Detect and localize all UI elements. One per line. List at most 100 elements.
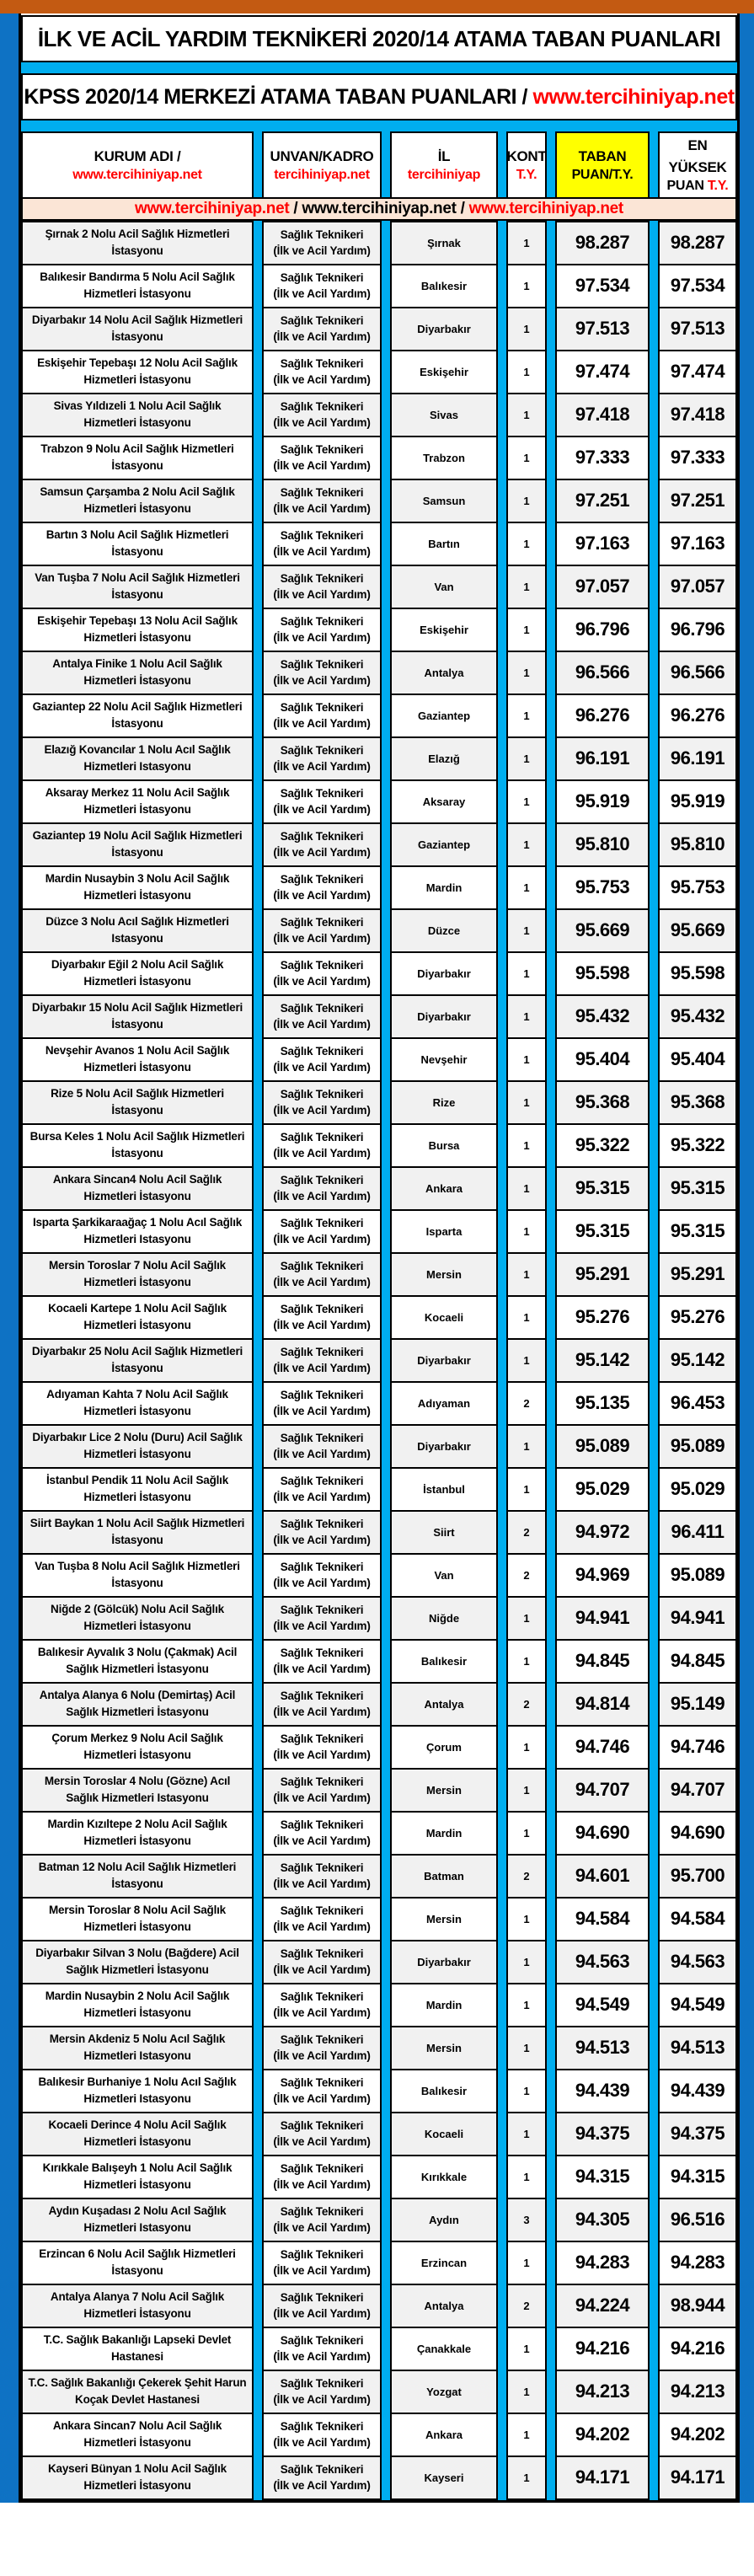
table-row: Kırıkkale Balışeyh 1 Nolu Acil Sağlık Hi… — [21, 2154, 737, 2199]
unvan-line1: Sağlık Teknikeri — [280, 442, 364, 456]
kurum-cell: Antalya Finike 1 Nolu Acil Sağlık Hizmet… — [21, 650, 254, 695]
unvan-line2: (İlk ve Acil Yardım) — [273, 717, 371, 731]
unvan-line1: Sağlık Teknikeri — [280, 614, 364, 628]
taban-puan-value: 94.584 — [575, 1908, 630, 1930]
kont-cell: 1 — [506, 220, 547, 265]
taban-puan-value: 95.919 — [575, 790, 630, 812]
unvan-line1: Sağlık Teknikeri — [280, 958, 364, 972]
taban-puan-value: 97.333 — [575, 447, 630, 469]
marquee-link-1[interactable]: www.tercihiniyap.net — [135, 199, 290, 217]
il-cell: Mersin — [390, 2025, 498, 2070]
kont-cell: 1 — [506, 1896, 547, 1941]
column-header-taban-label2: PUAN/T.Y. — [571, 168, 634, 183]
marquee-link-3[interactable]: www.tercihiniyap.net — [468, 199, 624, 217]
taban-puan-cell: 94.746 — [555, 1724, 650, 1770]
il-cell: Kocaeli — [390, 2111, 498, 2156]
column-header-kurum-link[interactable]: www.tercihiniyap.net — [72, 168, 202, 183]
taban-puan-cell: 95.753 — [555, 865, 650, 910]
il-value: Isparta — [425, 1224, 463, 1238]
column-header-il: İL tercihiniyap — [390, 131, 498, 199]
en-yuksek-puan-cell: 95.700 — [658, 1853, 737, 1899]
en-yuksek-puan-value: 95.404 — [670, 1048, 725, 1070]
taban-puan-cell: 94.563 — [555, 1939, 650, 1984]
taban-puan-cell: 96.796 — [555, 607, 650, 652]
unvan-line2: (İlk ve Acil Yardım) — [273, 502, 371, 516]
en-yuksek-puan-cell: 95.753 — [658, 865, 737, 910]
taban-puan-cell: 94.549 — [555, 1982, 650, 2027]
subtitle: KPSS 2020/14 MERKEZİ ATAMA TABAN PUANLAR… — [24, 84, 735, 110]
kont-value: 1 — [523, 279, 530, 292]
table-row: Trabzon 9 Nolu Acil Sağlık Hizmetleri İs… — [21, 435, 737, 480]
taban-puan-value: 94.690 — [575, 1822, 630, 1844]
il-cell: Adıyaman — [390, 1380, 498, 1426]
il-cell: Antalya — [390, 2283, 498, 2328]
kont-cell: 1 — [506, 951, 547, 996]
table-row: Bursa Keles 1 Nolu Acil Sağlık Hizmetler… — [21, 1122, 737, 1168]
taban-puan-value: 95.404 — [575, 1048, 630, 1070]
unvan-line2: (İlk ve Acil Yardım) — [273, 1233, 371, 1246]
kont-cell: 1 — [506, 2154, 547, 2199]
column-header-yuksek-label: EN YÜKSEK — [668, 137, 727, 175]
kont-cell: 1 — [506, 822, 547, 867]
en-yuksek-puan-value: 95.810 — [670, 833, 725, 855]
il-cell: Mardin — [390, 1982, 498, 2027]
table-row: Rize 5 Nolu Acil Sağlık Hizmetleri İstas… — [21, 1079, 737, 1125]
il-cell: Aydın — [390, 2197, 498, 2242]
il-value: Balıkesir — [420, 279, 468, 292]
unvan-cell: Sağlık Teknikeri (İlk ve Acil Yardım) — [262, 1036, 382, 1082]
kurum-cell: Bursa Keles 1 Nolu Acil Sağlık Hizmetler… — [21, 1122, 254, 1168]
table-row: Balıkesir Bandırma 5 Nolu Acil Sağlık Hi… — [21, 263, 737, 308]
taban-puan-value: 97.474 — [575, 361, 630, 383]
unvan-line2: (İlk ve Acil Yardım) — [273, 1319, 371, 1332]
kont-value: 1 — [523, 2471, 530, 2484]
unvan-cell: Sağlık Teknikeri (İlk ve Acil Yardım) — [262, 521, 382, 566]
kont-cell: 1 — [506, 1251, 547, 1297]
taban-puan-cell: 95.135 — [555, 1380, 650, 1426]
kont-value: 1 — [523, 838, 530, 851]
kurum-value: Çorum Merkez 9 Nolu Acil Sağlık Hizmetle… — [51, 1732, 223, 1762]
unvan-line1: Sağlık Teknikeri — [280, 657, 364, 671]
unvan-line1: Sağlık Teknikeri — [280, 1904, 364, 1917]
en-yuksek-puan-value: 94.213 — [670, 2381, 725, 2402]
unvan-line1: Sağlık Teknikeri — [280, 571, 364, 585]
kont-cell: 2 — [506, 1853, 547, 1899]
kont-cell: 1 — [506, 2326, 547, 2371]
il-cell: Elazığ — [390, 736, 498, 781]
taban-puan-value: 94.707 — [575, 1779, 630, 1801]
top-orange-bar — [0, 0, 754, 13]
kurum-cell: Diyarbakır 15 Nolu Acil Sağlık Hizmetler… — [21, 993, 254, 1039]
en-yuksek-puan-value: 94.563 — [670, 1951, 725, 1973]
kurum-value: Bartın 3 Nolu Acil Sağlık Hizmetleri İst… — [45, 528, 229, 559]
column-header-il-link[interactable]: tercihiniyap — [407, 168, 481, 183]
taban-puan-cell: 97.534 — [555, 263, 650, 308]
kurum-cell: Kayseri Bünyan 1 Nolu Acil Sağlık Hizmet… — [21, 2455, 254, 2500]
unvan-cell: Sağlık Teknikeri (İlk ve Acil Yardım) — [262, 2068, 382, 2113]
taban-puan-cell: 94.707 — [555, 1767, 650, 1813]
taban-puan-cell: 97.251 — [555, 478, 650, 523]
unvan-line2: (İlk ve Acil Yardım) — [273, 545, 371, 559]
il-value: Kocaeli — [424, 1310, 464, 1324]
unvan-line1: Sağlık Teknikeri — [280, 313, 364, 327]
kurum-cell: Rize 5 Nolu Acil Sağlık Hizmetleri İstas… — [21, 1079, 254, 1125]
en-yuksek-puan-value: 97.534 — [670, 275, 725, 297]
en-yuksek-puan-cell: 94.375 — [658, 2111, 737, 2156]
taban-puan-cell: 94.972 — [555, 1509, 650, 1555]
taban-puan-value: 95.315 — [575, 1220, 630, 1242]
en-yuksek-puan-value: 94.202 — [670, 2423, 725, 2445]
kont-cell: 1 — [506, 2455, 547, 2500]
unvan-line2: (İlk ve Acil Yardım) — [273, 760, 371, 774]
unvan-line2: (İlk ve Acil Yardım) — [273, 932, 371, 945]
kont-cell: 1 — [506, 306, 547, 351]
il-cell: Samsun — [390, 478, 498, 523]
il-cell: Mardin — [390, 865, 498, 910]
table-row: Balıkesir Burhaniye 1 Nolu Acıl Sağlık H… — [21, 2068, 737, 2113]
il-value: Bursa — [428, 1138, 460, 1152]
kont-value: 1 — [523, 2127, 530, 2140]
il-value: Yozgat — [426, 2385, 462, 2398]
column-header-unvan-link[interactable]: tercihiniyap.net — [274, 168, 370, 183]
kurum-value: Erzincan 6 Nolu Acil Sağlık Hizmetleri İ… — [39, 2247, 236, 2278]
kurum-cell: Isparta Şarkikaraağaç 1 Nolu Acıl Sağlık… — [21, 1208, 254, 1254]
en-yuksek-puan-cell: 96.566 — [658, 650, 737, 695]
subtitle-site-link[interactable]: www.tercihiniyap.net — [532, 84, 735, 109]
kurum-cell: T.C. Sağlık Bakanlığı Lapseki Devlet Has… — [21, 2326, 254, 2371]
